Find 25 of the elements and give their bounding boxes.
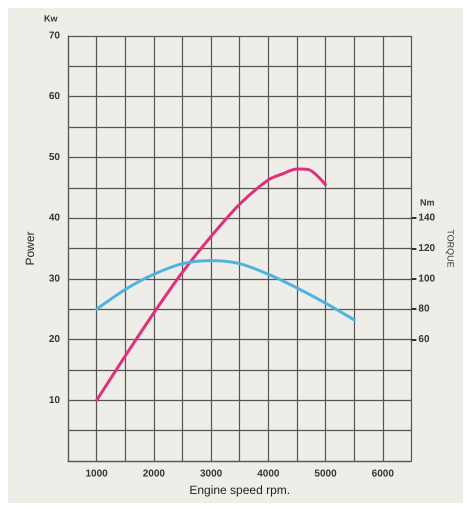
text: Nm: [420, 198, 435, 208]
x-tick-label: 6000: [372, 468, 394, 480]
x-axis-title: Engine speed rpm.: [189, 482, 290, 497]
y-tick-label: 70: [48, 30, 60, 42]
line-series: [95, 259, 356, 322]
x-tick-label: 5000: [314, 468, 338, 480]
x-tick-label: 4000: [257, 468, 280, 480]
y-tick-label: 20: [48, 334, 60, 346]
y-tick-label: 60: [48, 91, 60, 102]
y2-tick-label: 80: [418, 304, 430, 315]
y2-tick-label: 140: [418, 212, 436, 224]
x-tick-label: 1000: [85, 468, 108, 480]
y2-axis-title: TORQUE: [446, 229, 456, 268]
y2-tick-label: 100: [418, 273, 436, 284]
y-tick-label: 10: [48, 394, 60, 406]
y-tick-label: 30: [48, 273, 60, 284]
y2-tick-label: 120: [418, 243, 436, 254]
y-tick-label: 50: [48, 152, 60, 163]
x-tick-label: 3000: [200, 468, 223, 480]
x-tick-label: 2000: [142, 468, 166, 480]
line-series: [95, 167, 328, 402]
y2-tick-label: 60: [418, 334, 430, 346]
y-tick-label: 40: [48, 212, 60, 224]
y-axis-title: Power: [23, 231, 37, 266]
text: Kw: [44, 14, 58, 24]
